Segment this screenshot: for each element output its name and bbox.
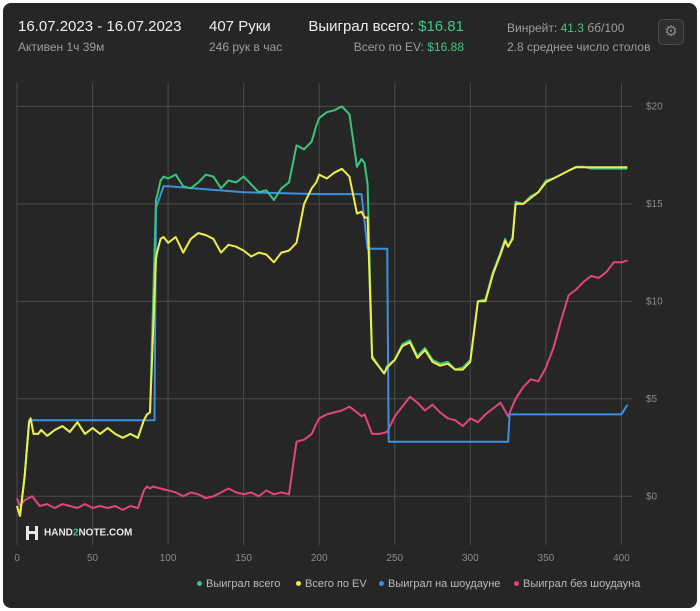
session-graph-panel: 16.07.2023 - 16.07.2023 Активен 1ч 39м 4… xyxy=(3,3,697,608)
y-tick-label: $10 xyxy=(646,296,663,307)
ev-total: Всего по EV: $16.88 xyxy=(354,40,464,54)
hands-per-hour: 246 рук в час xyxy=(209,40,283,54)
x-tick-label: 400 xyxy=(613,553,630,563)
x-tick-label: 250 xyxy=(386,553,403,563)
legend-dot xyxy=(514,580,519,586)
date-range: 16.07.2023 - 16.07.2023 xyxy=(18,18,182,35)
chart-grid xyxy=(16,83,632,545)
y-tick-label: $5 xyxy=(646,394,658,405)
ev-total-label: Всего по EV: xyxy=(353,40,424,54)
legend-ev-total[interactable]: Всего по EV xyxy=(296,578,367,590)
won-total-value: $16.81 xyxy=(418,18,464,35)
series-line-won-total xyxy=(16,105,628,517)
legend-won-total[interactable]: Выиграл всего xyxy=(197,578,280,590)
hand2note-logo-icon xyxy=(26,526,38,540)
chart-series xyxy=(16,105,629,517)
x-tick-label: 300 xyxy=(462,553,479,563)
line-chart: $0 $5 $10 $15 $20 0 50 100 150 200 250 300 350 400 xyxy=(14,83,663,563)
legend-label-non-showdown: Выиграл без шоудауна xyxy=(523,578,641,590)
legend-label-won-total: Выиграл всего xyxy=(206,578,281,590)
chart-ticks: $0 $5 $10 $15 $20 0 50 100 150 200 250 300 350 400 xyxy=(14,101,663,563)
x-tick-label: 50 xyxy=(87,553,99,563)
gear-icon[interactable]: ⚙ xyxy=(658,19,684,45)
won-total-label: Выиграл всего: xyxy=(308,18,414,35)
avg-tables: 2.8 среднее число столов xyxy=(507,40,651,54)
legend-dot xyxy=(197,580,202,586)
y-tick-label: $0 xyxy=(646,491,658,502)
legend-showdown[interactable]: Выиграл на шоудауне xyxy=(379,578,500,590)
x-tick-label: 0 xyxy=(14,553,20,563)
legend-non-showdown[interactable]: Выиграл без шоудауна xyxy=(514,578,640,590)
winrate-value: 41.3 xyxy=(560,21,584,35)
x-tick-label: 350 xyxy=(538,553,555,563)
series-line-non-showdown xyxy=(16,259,628,511)
y-tick-label: $15 xyxy=(646,199,663,210)
logo-text-b: 2 xyxy=(72,527,79,539)
series-line-showdown xyxy=(16,185,629,517)
winrate-unit: бб/100 xyxy=(587,21,625,35)
logo-text-a: HAND xyxy=(44,527,73,539)
ev-total-value: $16.88 xyxy=(427,40,464,54)
legend-dot xyxy=(379,580,384,586)
hand2note-logo: HAND2NOTE.COM xyxy=(26,526,132,540)
y-tick-label: $20 xyxy=(646,101,663,112)
won-total: Выиграл всего: $16.81 xyxy=(308,18,464,35)
active-time: Активен 1ч 39м xyxy=(18,40,105,54)
series-line-ev-total xyxy=(16,166,628,517)
winrate: Винрейт: 41.3 бб/100 xyxy=(507,21,624,35)
legend-dot xyxy=(296,580,301,586)
x-tick-label: 150 xyxy=(235,553,252,563)
x-tick-label: 100 xyxy=(160,553,177,563)
winrate-label: Винрейт: xyxy=(507,21,558,35)
x-tick-label: 200 xyxy=(311,553,328,563)
logo-text-c: NOTE.COM xyxy=(78,527,133,539)
legend-label-ev-total: Всего по EV xyxy=(305,578,367,590)
hands-count: 407 Руки xyxy=(209,18,271,35)
legend-label-showdown: Выиграл на шоудауне xyxy=(388,578,501,590)
